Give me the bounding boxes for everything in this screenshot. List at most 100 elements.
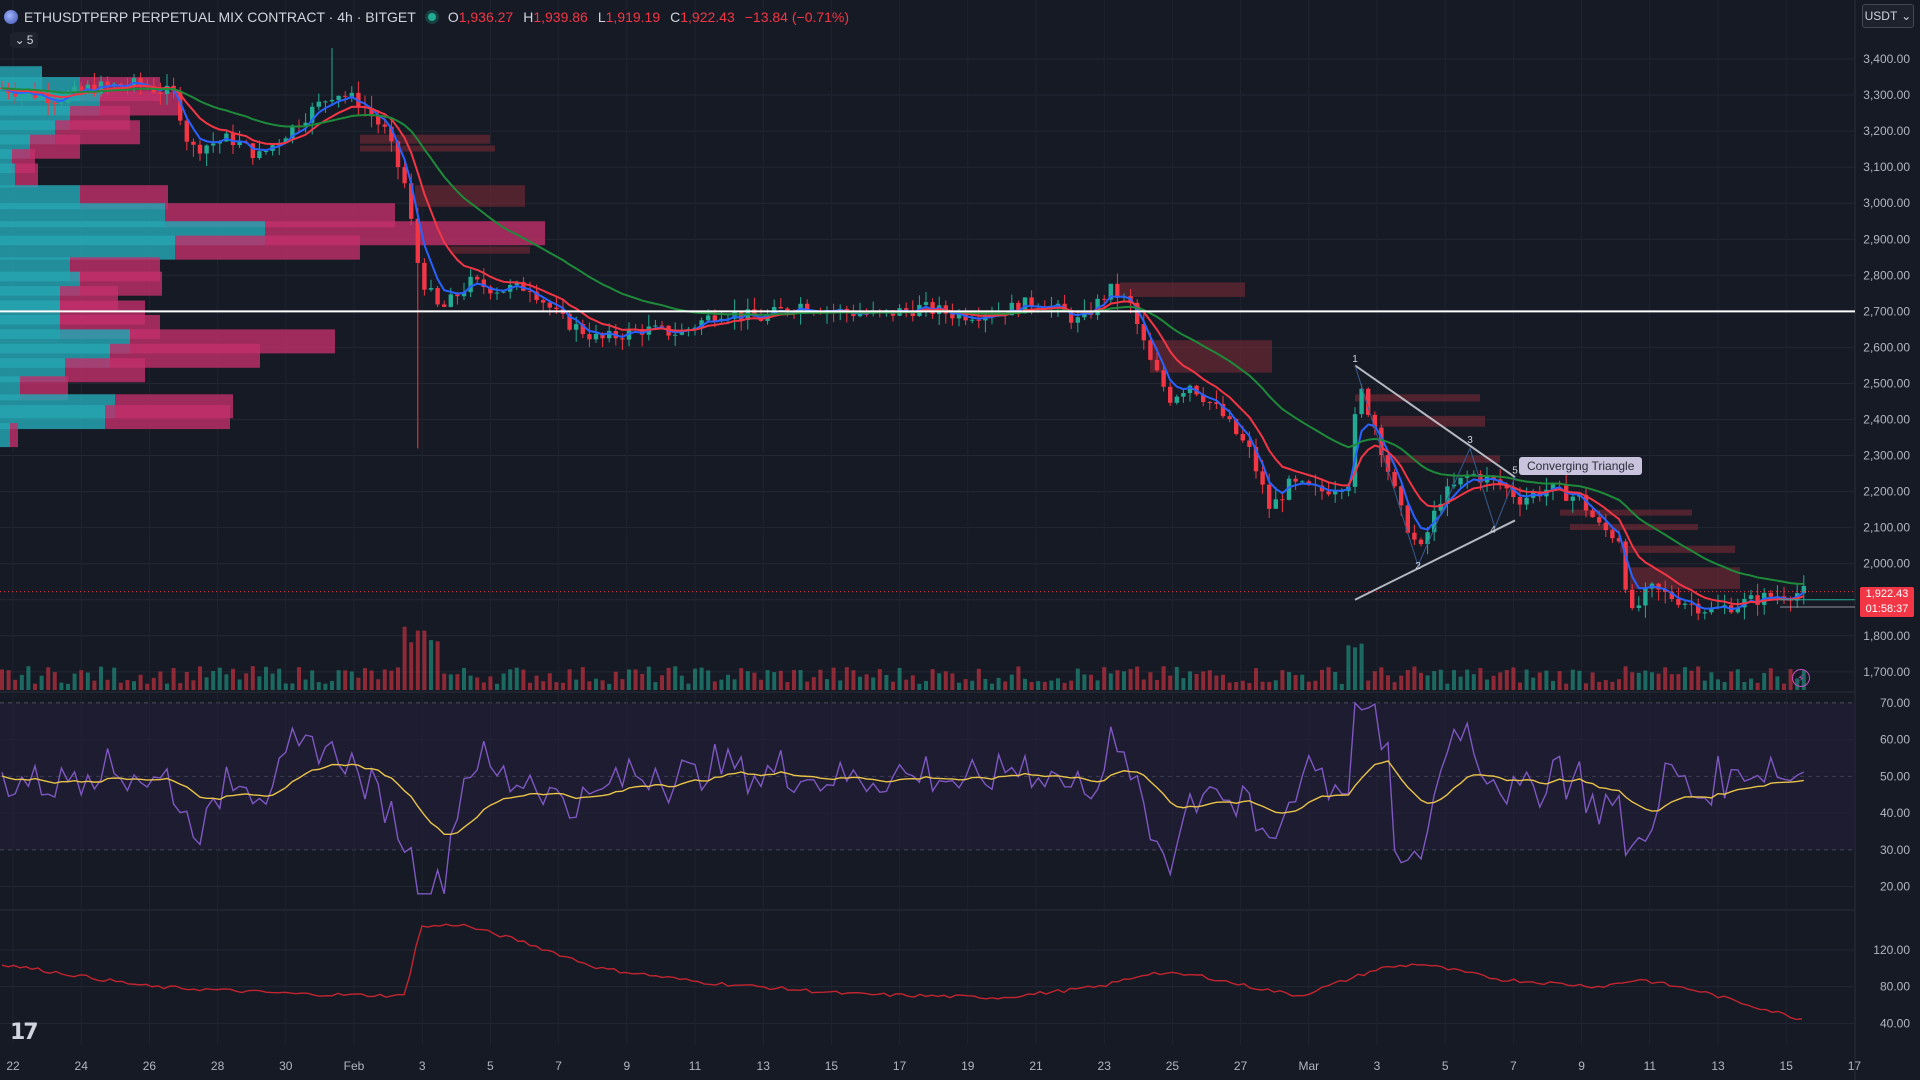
volume-bar [184,671,189,690]
candle-body [1016,302,1021,314]
supply-zone [1380,415,1485,427]
candle-body [1399,486,1404,506]
triangle-point-label: 4 [1490,525,1496,536]
volume-bar [19,674,24,690]
candle-body [956,313,962,319]
volume-bar [396,667,400,690]
volume-bar [283,683,288,690]
price-tick-label: 3,200.00 [1863,124,1910,138]
volume-profile-up [0,163,15,188]
candle-body [1511,488,1516,498]
ohlc-open: O1,936.27 [447,9,514,25]
pattern-label[interactable]: Converging Triangle [1519,457,1643,475]
converging-triangle-drawing: 1 2 3 4 5 [1352,354,1518,601]
candle-body [257,151,262,159]
candle-body [204,145,209,154]
candle-body [574,324,579,330]
lightning-alert-icon[interactable]: ⚡ [1792,669,1810,687]
candle-body [448,294,453,307]
candle-body [1550,482,1556,490]
volume-bar [402,626,407,690]
candle-body [1478,473,1483,483]
symbol-header[interactable]: ETHUSDTPERP PERPETUAL MIX CONTRACT · 4h … [4,6,853,28]
candle-body [1418,539,1424,545]
volume-bar [534,675,539,690]
time-tick-label: 3 [1374,1059,1381,1073]
volume-bar [699,667,704,690]
volume-bar [1702,680,1707,690]
volume-bars [0,626,1806,690]
volume-bar [1458,676,1463,690]
candle-body [593,333,599,340]
volume-bar [1247,683,1252,690]
volume-bar [349,671,354,690]
symbol-title[interactable]: ETHUSDTPERP PERPETUAL MIX CONTRACT · 4h … [24,9,416,25]
candle-body [1234,419,1239,434]
volume-bar [1531,677,1536,690]
volume-bar [151,677,156,690]
volume-bar [1597,681,1602,690]
candle-body [1630,589,1635,608]
supply-zone [415,185,525,207]
time-tick-label: Mar [1298,1059,1319,1073]
volume-bar [13,679,18,690]
volume-bar [752,672,757,690]
candle-body [1801,585,1806,594]
volume-bar [990,683,994,690]
candle-body [653,325,658,327]
volume-bar [1577,670,1582,690]
volume-bar [1049,680,1054,690]
candle-body [547,302,552,308]
candle-body [158,92,163,94]
volume-bar [415,630,420,690]
volume-bar [191,680,196,690]
volume-bar [495,683,499,690]
candle-body [1326,491,1331,495]
candle-body [1445,486,1450,504]
volume-bar [323,683,328,690]
candle-body [1735,607,1740,613]
candle-body [303,122,308,127]
candle-body [230,133,236,146]
volume-bar [739,668,744,690]
price-tick-label: 1,700.00 [1863,665,1910,679]
volume-bar [475,677,480,690]
candle-body [1425,532,1430,545]
candle-body [428,288,434,290]
volume-bar [455,674,460,690]
candle-body [1273,499,1278,509]
volume-bar [217,667,222,690]
volume-bar [838,680,843,690]
volume-profile-down [30,134,80,159]
candle-body [527,290,533,292]
candle-body [580,324,585,335]
volume-bar [270,673,275,690]
currency-selector[interactable]: USDT ⌄ [1862,4,1914,28]
candle-body [19,93,24,97]
candle-body [382,124,387,127]
indicator-legend-toggle[interactable]: ⌄ 5 [10,32,38,48]
volume-bar [1663,667,1668,690]
volume-bar [1141,679,1146,690]
candle-body [1293,478,1298,482]
tradingview-logo-icon[interactable]: 17 [10,1020,39,1045]
candle-body [851,312,856,317]
time-tick-label: 26 [143,1059,157,1073]
candle-body [970,319,975,321]
time-tick-label: 17 [893,1059,907,1073]
volume-bar [1419,672,1423,690]
candle-body [1333,491,1338,495]
candle-body [494,292,500,294]
volume-bar [1669,674,1674,690]
candle-body [1669,591,1674,599]
volume-bar [1610,681,1615,690]
candle-body [1220,403,1226,417]
volume-bar [805,681,810,690]
volume-bar [1709,672,1714,690]
volume-bar [277,668,282,690]
volume-bar [1036,681,1041,690]
time-tick-label: 22 [6,1059,20,1073]
volume-bar [1306,681,1311,690]
supply-zone [1570,524,1698,531]
